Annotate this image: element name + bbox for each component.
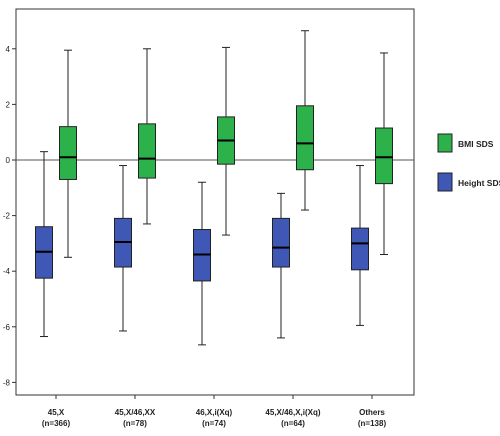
plot-area [15, 8, 415, 396]
legend-label: BMI SDS [458, 139, 494, 149]
y-tick-label: -8 [3, 378, 11, 387]
box-bmi-sds [375, 52, 393, 256]
y-tick-label: -2 [3, 212, 11, 221]
x-category-label: Others [359, 408, 385, 417]
iqr-box [351, 227, 369, 271]
box-height-sds [35, 151, 53, 338]
y-tick-label: 4 [6, 45, 11, 54]
box-series-group [35, 30, 393, 346]
legend-label: Height SDS [458, 178, 500, 188]
x-category-count: (n=74) [202, 419, 226, 428]
legend-swatch [437, 172, 453, 192]
x-category-count: (n=138) [358, 419, 387, 428]
x-category-count: (n=366) [42, 419, 71, 428]
box-bmi-sds [138, 48, 156, 225]
x-category-label: 46,X,i(Xq) [196, 408, 233, 417]
y-axis: -8 -6 -4 -2 0 2 4 [3, 45, 16, 387]
y-tick-label: -4 [3, 267, 11, 276]
box-bmi-sds [59, 49, 77, 258]
iqr-box [59, 126, 77, 180]
x-category-label: 45,X/46,X,i(Xq) [265, 408, 320, 417]
box-height-sds [351, 165, 369, 326]
box-height-sds [193, 181, 211, 346]
y-tick-label: -6 [3, 323, 11, 332]
x-category-count: (n=78) [123, 419, 147, 428]
iqr-box [138, 123, 156, 179]
box-bmi-sds [296, 30, 314, 211]
iqr-box [375, 127, 393, 185]
iqr-box [272, 217, 290, 268]
legend-swatch [437, 133, 453, 153]
box-bmi-sds [217, 46, 235, 236]
box-height-sds [114, 165, 132, 332]
iqr-box [296, 105, 314, 171]
y-tick-label: 0 [6, 156, 11, 165]
x-axis-labels: 45,X (n=366) 45,X/46,XX (n=78) 46,X,i(Xq) (n=… [42, 395, 387, 428]
x-category-label: 45,X [48, 408, 65, 417]
x-category-count: (n=64) [281, 419, 305, 428]
legend: BMI SDS Height SDS [437, 133, 500, 192]
x-category-label: 45,X/46,XX [115, 408, 156, 417]
y-tick-label: 2 [6, 100, 11, 109]
box-height-sds [272, 192, 290, 339]
